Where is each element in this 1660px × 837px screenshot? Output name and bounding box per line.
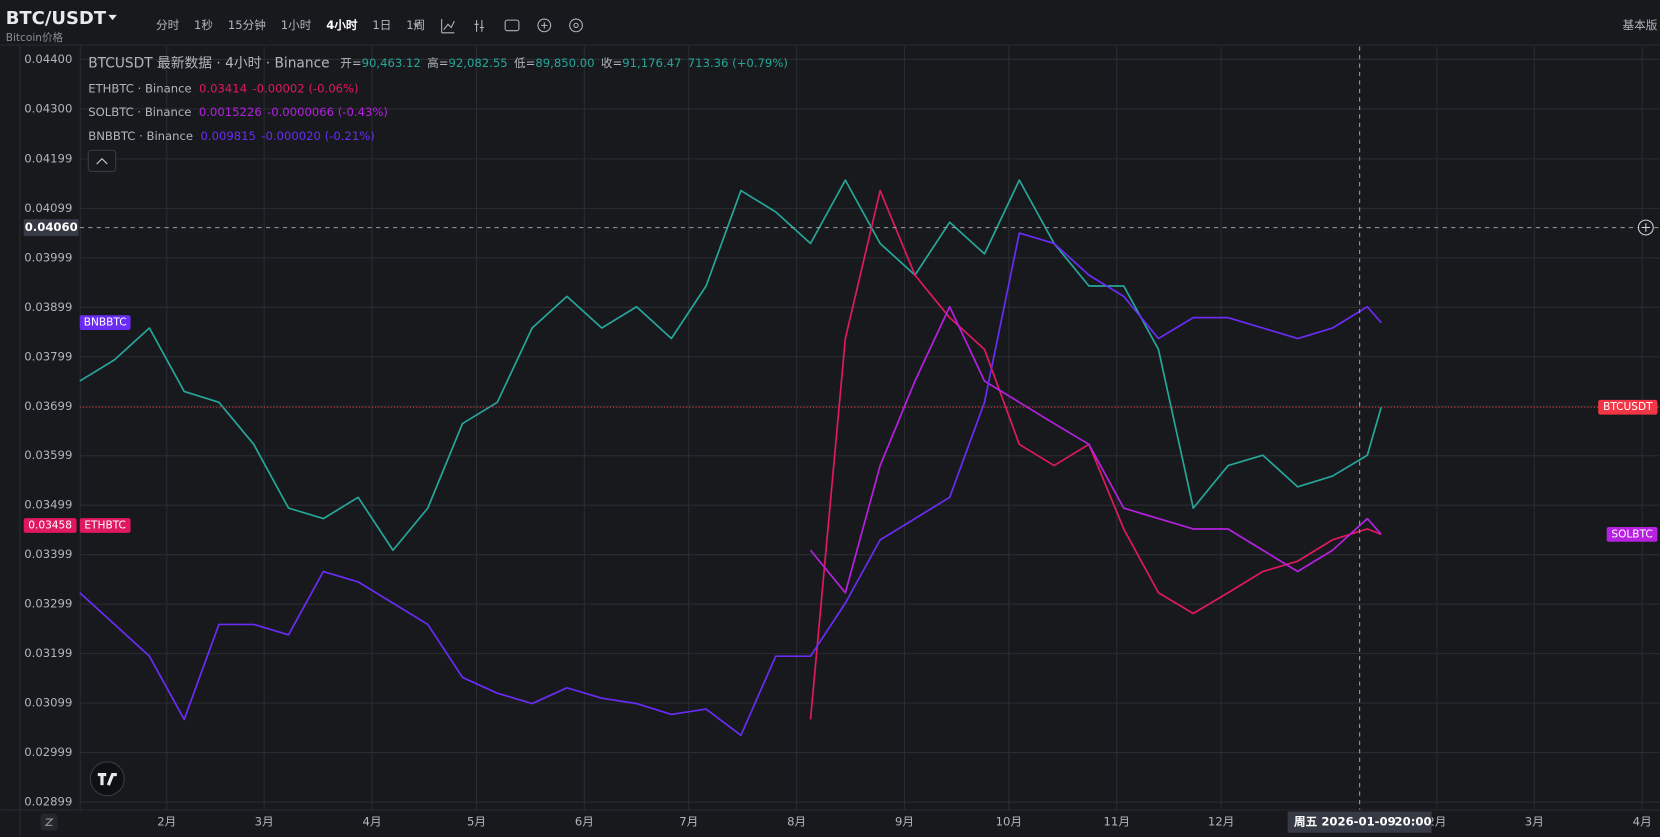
ohlc-value: 90,463.12 [362, 56, 421, 70]
y-tick-label: 0.02999 [24, 745, 72, 759]
y-tick-label: 0.03599 [24, 448, 72, 462]
add-icon-plus [541, 22, 548, 29]
crosshair-y-bg [23, 219, 79, 237]
x-tick-label: 11月 [1104, 815, 1130, 829]
ohlc-label: 开= [340, 56, 361, 70]
ohlc-value: 91,176.47 [622, 56, 681, 70]
crosshair-x-label: 周五 2026-01-09 [1294, 815, 1396, 829]
interval-button[interactable]: 1日 [372, 18, 391, 32]
symbol[interactable]: BTC/USDT [6, 8, 107, 29]
x-tick-label: 3月 [1525, 815, 1544, 829]
x-tick-label: 8月 [787, 815, 806, 829]
axis-value-tag-bg [23, 518, 77, 533]
series-line [79, 179, 1383, 552]
legend-price: 0.0015226 [199, 105, 262, 119]
ohlc-change: 713.36 (+0.79%) [688, 56, 788, 70]
ohlc-value: 92,082.55 [448, 56, 507, 70]
x-tick-label: 2月 [1427, 815, 1446, 829]
settings-icon[interactable] [569, 18, 583, 33]
logo-mark [97, 772, 117, 786]
series-line [809, 305, 1382, 594]
interval-button[interactable]: 分时 [156, 18, 180, 32]
interval-button[interactable]: 1小时 [281, 18, 312, 32]
series-tag-bg [1606, 526, 1658, 542]
series-tag: ETHBTC [84, 519, 126, 531]
y-tick-label: 0.03099 [24, 696, 72, 710]
x-tick-label: 9月 [895, 815, 914, 829]
crosshair-time: 20:00 [1395, 815, 1432, 829]
camera-icon[interactable] [504, 19, 520, 32]
collapse-button[interactable] [87, 149, 117, 172]
interval-more[interactable] [413, 23, 420, 28]
series-line [809, 189, 1382, 720]
crosshair-add-plus [1641, 223, 1651, 232]
series-tag: SOLBTC [1611, 528, 1652, 540]
y-tick-label: 0.03499 [24, 498, 72, 512]
zoom-icon [44, 818, 54, 826]
legend-change: -0.000020 (-0.21%) [261, 129, 375, 143]
x-tick-label: 2月 [157, 815, 176, 829]
crosshair-x-bg [1287, 811, 1432, 833]
settings-icon-core [573, 22, 579, 29]
y-tick-label: 0.03199 [24, 646, 72, 660]
legend-name: ETHBTC · Binance [88, 81, 191, 95]
legend-price: 0.009815 [201, 129, 256, 143]
y-tick-label: 0.02899 [24, 795, 72, 809]
ohlc-value: 89,850.00 [535, 56, 594, 70]
x-tick-label: 12月 [1208, 815, 1234, 829]
series-tag-bg [79, 518, 131, 533]
symbol-subtitle[interactable]: Bitcoin价格 [6, 31, 64, 44]
legend: BTCUSDT 最新数据 · 4小时 · Binance 开= 90,463.12… [88, 55, 788, 143]
x-tick-label: 7月 [679, 815, 698, 829]
ohlc-label: 低= [514, 56, 535, 70]
collapse-arrow [96, 157, 108, 165]
plot-area: 0.04400 0.04300 0.04199 0.04099 0.03999 0.038… [23, 46, 1660, 833]
series-tag-bg [1598, 399, 1658, 415]
interval-button[interactable]: 4小时 [326, 18, 358, 32]
y-tick-label: 0.04300 [24, 101, 72, 115]
x-tick-label: 6月 [575, 815, 594, 829]
series-line [79, 232, 1382, 737]
indicator-icon[interactable] [441, 19, 455, 34]
y-tick-label: 0.03299 [24, 597, 72, 611]
interval-button[interactable]: 1周 [406, 18, 425, 32]
legend-change: -0.0000066 (-0.43%) [267, 105, 388, 119]
legend-name: SOLBTC · Binance [88, 105, 191, 119]
interval-button[interactable]: 1秒 [194, 18, 213, 32]
x-tick-label: 4月 [363, 815, 382, 829]
ohlc-label: 收= [601, 56, 622, 70]
layout-label[interactable]: 基本版 [1623, 18, 1658, 32]
x-tick-label: 4月 [1633, 815, 1652, 829]
legend-change: -0.00002 (-0.06%) [252, 81, 358, 95]
y-tick-label: 0.04199 [24, 151, 72, 165]
x-tick-label: 3月 [255, 815, 274, 829]
y-tick-label: 0.03699 [24, 399, 72, 413]
candle-icon[interactable] [474, 20, 484, 32]
y-tick-label: 0.04400 [24, 52, 72, 66]
x-tick-label: 10月 [996, 815, 1022, 829]
y-tick-label: 0.03899 [24, 300, 72, 314]
logo[interactable] [89, 761, 125, 797]
series-tag: BNBBTC [84, 317, 127, 329]
y-tick-label: 0.03999 [24, 250, 72, 264]
add-icon[interactable] [537, 18, 552, 33]
legend-name: BNBBTC · Binance [88, 129, 193, 143]
series-tag-bg [79, 315, 131, 331]
crosshair-y-label: 0.04060 [25, 220, 78, 234]
axis-value-tag: 0.03458 [28, 519, 72, 531]
ohlc-label: 高= [427, 56, 448, 70]
x-tick-label: 5月 [467, 815, 486, 829]
symbol-caret[interactable] [108, 14, 117, 21]
legend-title: BTCUSDT 最新数据 · 4小时 · Binance [88, 55, 329, 71]
toolbar: BTC/USDT Bitcoin价格 基本版 分时 1秒 15分钟 1小时 4小时 1日 1… [6, 8, 1658, 44]
interval-button[interactable]: 15分钟 [228, 18, 266, 32]
y-tick-label: 0.03399 [24, 547, 72, 561]
y-tick-label: 0.03799 [24, 349, 72, 363]
series-tag: BTCUSDT [1603, 401, 1653, 413]
y-tick-label: 0.04099 [24, 201, 72, 215]
legend-price: 0.03414 [199, 81, 247, 95]
